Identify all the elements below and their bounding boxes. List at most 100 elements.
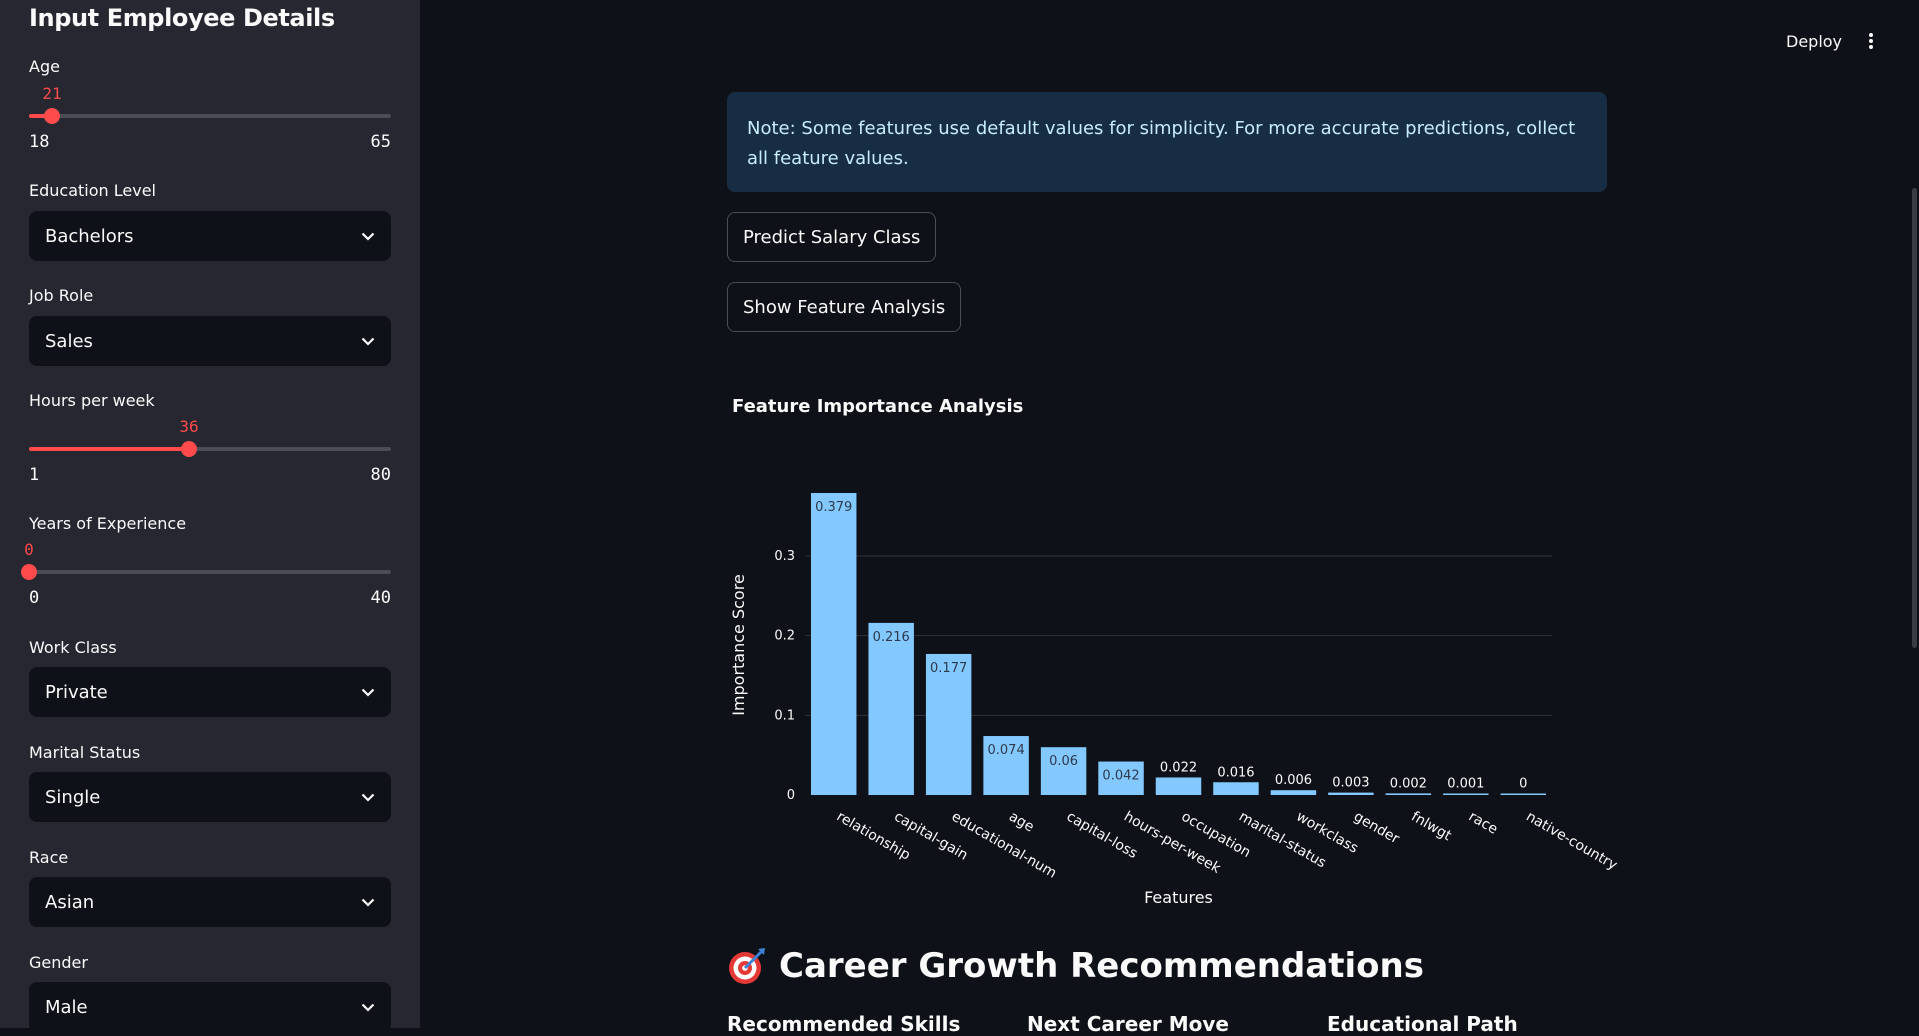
data-label: 0 xyxy=(1519,777,1527,792)
kebab-menu-icon[interactable] xyxy=(1864,32,1878,50)
data-label: 0.002 xyxy=(1390,776,1427,791)
hours-slider-value: 36 xyxy=(179,417,199,436)
x-tick-label: age xyxy=(1006,809,1037,836)
marital-label: Marital Status xyxy=(29,743,141,762)
job-role-select[interactable]: Sales xyxy=(29,316,391,366)
bar xyxy=(1213,782,1259,795)
data-label: 0.216 xyxy=(873,630,910,645)
data-label: 0.177 xyxy=(930,661,967,676)
y-axis-title: Importance Score xyxy=(729,574,748,716)
job-role-select-value: Sales xyxy=(45,330,93,352)
race-select-value: Asian xyxy=(45,891,95,913)
data-label: 0.003 xyxy=(1332,776,1369,791)
y-tick-label: 0.3 xyxy=(774,549,795,564)
x-tick-label: race xyxy=(1466,809,1501,838)
age-slider-fill xyxy=(29,114,52,118)
gender-label: Gender xyxy=(29,953,88,972)
deploy-button[interactable]: Deploy xyxy=(1786,32,1843,51)
bar xyxy=(983,736,1029,795)
work-class-label: Work Class xyxy=(29,638,117,657)
gender-select[interactable]: Male xyxy=(29,982,391,1028)
feature-analysis-button[interactable]: Show Feature Analysis xyxy=(727,282,962,332)
data-label: 0.06 xyxy=(1049,754,1078,769)
predict-salary-button[interactable]: Predict Salary Class xyxy=(727,212,937,262)
experience-slider[interactable]: 0 0 40 xyxy=(21,538,391,608)
race-select[interactable]: Asian xyxy=(29,877,391,927)
hours-slider-min: 1 xyxy=(29,465,40,485)
bar xyxy=(1500,793,1546,795)
experience-slider-thumb[interactable] xyxy=(21,564,37,580)
work-class-select-value: Private xyxy=(45,681,108,703)
chevron-down-icon xyxy=(361,790,375,804)
education-select[interactable]: Bachelors xyxy=(29,211,391,261)
age-slider-max: 65 xyxy=(370,132,391,152)
hours-slider-max: 80 xyxy=(370,465,391,485)
job-role-label: Job Role xyxy=(29,286,94,305)
educational-path-heading: Educational Path xyxy=(1327,1012,1518,1036)
age-slider-track[interactable] xyxy=(29,114,391,118)
age-slider-thumb[interactable] xyxy=(44,108,60,124)
x-tick-label: educational-num xyxy=(949,809,1060,882)
education-select-value: Bachelors xyxy=(45,225,134,247)
main-scrollbar[interactable] xyxy=(1912,188,1917,648)
bar xyxy=(1328,792,1374,795)
y-tick-label: 0.1 xyxy=(774,708,795,723)
hours-slider-track[interactable] xyxy=(29,447,391,451)
sidebar-title: Input Employee Details xyxy=(29,4,335,32)
y-tick-label: 0 xyxy=(787,788,795,803)
data-label: 0.074 xyxy=(988,743,1025,758)
marital-select-value: Single xyxy=(45,786,101,808)
target-icon xyxy=(729,948,765,984)
info-note: Note: Some features use default values f… xyxy=(727,92,1607,192)
data-label: 0.042 xyxy=(1102,769,1139,784)
chevron-down-icon xyxy=(361,895,375,909)
career-heading-text: Career Growth Recommendations xyxy=(779,946,1424,986)
bar xyxy=(1098,761,1144,795)
bar xyxy=(1040,747,1087,795)
chevron-down-icon xyxy=(361,229,375,243)
hours-label: Hours per week xyxy=(29,391,155,410)
age-slider-value: 21 xyxy=(42,84,62,103)
bar xyxy=(811,493,857,795)
experience-slider-value: 0 xyxy=(24,540,34,559)
data-label: 0.006 xyxy=(1275,773,1312,788)
bar xyxy=(1155,777,1202,795)
work-class-select[interactable]: Private xyxy=(29,667,391,717)
bar xyxy=(868,622,914,795)
feature-importance-chart: 00.10.20.30.379relationship0.216capital-… xyxy=(729,493,1620,907)
next-career-move-heading: Next Career Move xyxy=(1027,1012,1229,1036)
bar xyxy=(1385,793,1432,795)
marital-select[interactable]: Single xyxy=(29,772,391,822)
bar xyxy=(925,653,972,795)
experience-label: Years of Experience xyxy=(29,514,187,533)
data-label: 0.379 xyxy=(815,500,852,515)
sidebar: Input Employee Details Age 21 18 65 Educ… xyxy=(0,0,420,1028)
chevron-down-icon xyxy=(361,334,375,348)
education-label: Education Level xyxy=(29,181,156,200)
hours-slider-thumb[interactable] xyxy=(181,441,197,457)
chart-heading: Feature Importance Analysis xyxy=(732,396,1024,417)
data-label: 0.001 xyxy=(1447,777,1484,792)
bar xyxy=(1270,790,1317,795)
experience-slider-track[interactable] xyxy=(29,570,391,574)
age-slider-min: 18 xyxy=(29,132,50,152)
hours-slider[interactable]: 36 1 80 xyxy=(29,415,391,485)
chevron-down-icon xyxy=(361,1000,375,1014)
x-axis-title: Features xyxy=(1144,888,1213,907)
experience-slider-max: 40 xyxy=(370,588,391,608)
y-tick-label: 0.2 xyxy=(774,629,795,644)
data-label: 0.022 xyxy=(1160,760,1197,775)
chevron-down-icon xyxy=(361,685,375,699)
race-label: Race xyxy=(29,848,69,867)
data-label: 0.016 xyxy=(1217,765,1254,780)
experience-slider-min: 0 xyxy=(29,588,40,608)
hours-slider-fill xyxy=(29,447,189,451)
recommended-skills-heading: Recommended Skills xyxy=(727,1012,961,1036)
age-label: Age xyxy=(29,57,60,76)
x-tick-label: hours-per-week xyxy=(1121,809,1224,878)
career-heading: Career Growth Recommendations xyxy=(727,946,1424,986)
x-tick-label: fnlwgt xyxy=(1408,809,1454,845)
x-tick-label: native-country xyxy=(1523,809,1620,874)
bar xyxy=(1443,793,1489,795)
age-slider[interactable]: 21 18 65 xyxy=(29,82,391,152)
